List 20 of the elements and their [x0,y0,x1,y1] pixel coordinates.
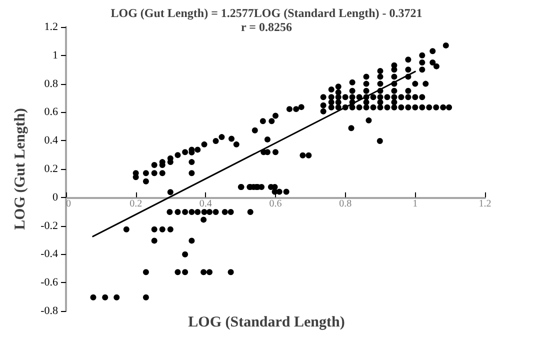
y-axis-title: LOG (Gut Length) [12,108,28,230]
y-tick-label: 0.6 [44,106,58,118]
y-tick-label: 0.4 [44,134,58,147]
y-tick-label: 1 [52,49,58,62]
y-tick-label: 1.2 [44,21,58,33]
y-tick-label: 0.8 [44,78,58,90]
y-tick-label: -0.6 [40,276,58,289]
y-tick-label: -0.2 [40,220,58,232]
x-tick-label: 0.2 [130,198,142,210]
x-tick-label: 0.8 [339,198,352,210]
x-tick-label: 1.2 [478,198,492,210]
y-tick-label: -0.4 [40,248,58,260]
chart-subtitle: r = 0.8256 [241,20,292,34]
chart-title: LOG (Gut Length) = 1.2577LOG (Standard Length) - 0.3721 [110,6,422,20]
x-tick-label: 1 [412,198,418,210]
x-tick-label: 0.4 [199,198,212,210]
y-tick-label: -0.8 [40,305,58,317]
x-tick-label: 0.6 [269,198,282,210]
x-axis-title: LOG (Standard Length) [188,314,345,330]
y-tick-label: 0.2 [44,163,58,175]
